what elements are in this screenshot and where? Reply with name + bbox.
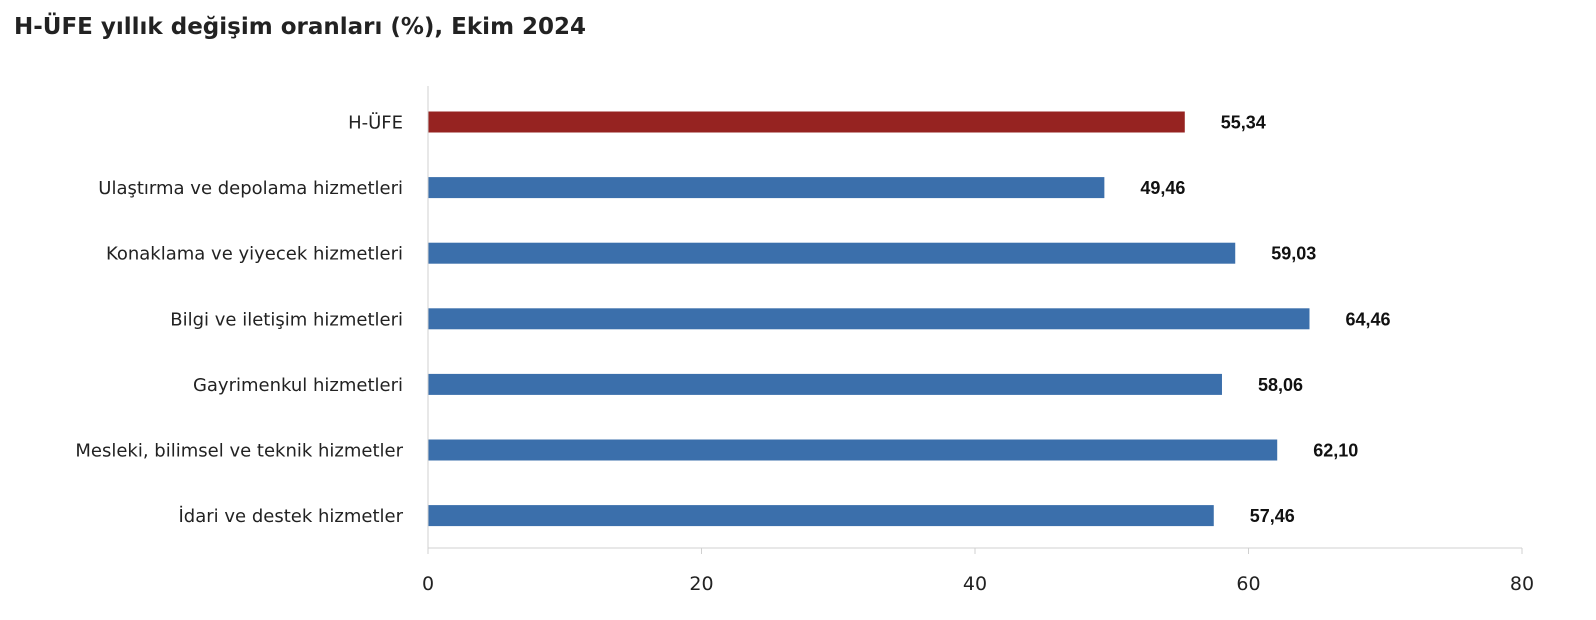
value-label: 62,10 <box>1313 441 1358 461</box>
bars-layer <box>428 111 1310 527</box>
bar-4 <box>428 373 1222 395</box>
value-label: 64,46 <box>1345 309 1390 329</box>
x-tick-label: 80 <box>1510 573 1534 595</box>
axes-layer <box>427 86 1523 554</box>
x-tick-label: 40 <box>963 573 987 595</box>
value-label: 55,34 <box>1221 113 1266 133</box>
chart-title: H-ÜFE yıllık değişim oranları (%), Ekim … <box>14 14 587 40</box>
category-label: H-ÜFE <box>348 112 403 134</box>
category-label: Mesleki, bilimsel ve teknik hizmetler <box>75 441 403 462</box>
labels-layer: 0 20 40 60 80 H-ÜFE 55,34 Ulaştırma ve depolama… <box>75 112 1534 596</box>
value-label: 49,46 <box>1140 178 1185 198</box>
bar-3 <box>428 308 1310 330</box>
category-label: Bilgi ve iletişim hizmetleri <box>170 309 403 330</box>
category-label: Ulaştırma ve depolama hizmetleri <box>98 178 403 199</box>
bar-2 <box>428 242 1236 264</box>
category-label: İdari ve destek hizmetler <box>179 506 404 527</box>
category-label: Konaklama ve yiyecek hizmetleri <box>106 244 403 265</box>
bar-0 <box>428 111 1185 133</box>
value-label: 58,06 <box>1258 375 1303 395</box>
category-label: Gayrimenkul hizmetleri <box>193 375 403 396</box>
x-tick-label: 60 <box>1236 573 1260 595</box>
x-tick-label: 20 <box>689 573 713 595</box>
value-label: 57,46 <box>1250 506 1295 526</box>
value-label: 59,03 <box>1271 244 1316 264</box>
bar-6 <box>428 505 1214 527</box>
bar-1 <box>428 177 1105 199</box>
x-tick-label: 0 <box>422 573 434 595</box>
bar-5 <box>428 439 1278 461</box>
